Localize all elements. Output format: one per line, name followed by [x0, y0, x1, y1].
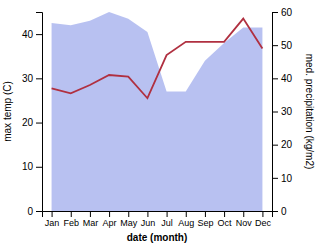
- tick-label: Sep: [197, 218, 213, 228]
- tick-mark: [186, 211, 187, 217]
- axis-line: [273, 13, 279, 212]
- tick: 20: [272, 139, 293, 150]
- area: [52, 12, 263, 211]
- tick-label: 40: [22, 29, 34, 40]
- tick-label: 10: [22, 161, 34, 172]
- tick: 10: [22, 161, 42, 172]
- tick-mark: [36, 211, 42, 212]
- tick-label: 30: [22, 73, 34, 84]
- tick: 60: [272, 7, 293, 18]
- tick: 20: [22, 117, 42, 128]
- tick-label: Mar: [83, 218, 99, 228]
- tick-label: 10: [281, 173, 293, 184]
- tick: Sep: [197, 211, 213, 228]
- tick-mark: [71, 211, 72, 217]
- tick-mark: [52, 211, 53, 217]
- tick-mark: [272, 112, 278, 113]
- tick-label: 20: [22, 117, 34, 128]
- tick-mark: [205, 211, 206, 217]
- tick-label: 50: [281, 40, 293, 51]
- tick-mark: [109, 211, 110, 217]
- plot: JanFeb Mar AprMayJun Jul AugSep OctNovDec 0 10 2…: [2, 7, 315, 243]
- tick-label: May: [120, 218, 138, 228]
- tick: 40: [272, 73, 293, 84]
- tick-mark: [272, 12, 278, 13]
- axis-line: [36, 13, 43, 212]
- tick: 40: [22, 29, 42, 40]
- tick-label: 30: [281, 106, 293, 117]
- tick-label: Jun: [141, 218, 156, 228]
- tick-label: Jul: [161, 218, 173, 228]
- tick-label: 40: [281, 73, 293, 84]
- tick-mark: [272, 145, 278, 146]
- tick-label: Feb: [63, 218, 79, 228]
- tick-label: Dec: [255, 218, 272, 228]
- y-axis-title: max temp (C): [2, 81, 13, 142]
- tick-label: 20: [281, 139, 293, 150]
- tick-mark: [272, 178, 278, 179]
- tick-label: 0: [27, 206, 33, 217]
- tick-label: Jan: [45, 218, 60, 228]
- tick: 30: [272, 106, 293, 117]
- tick-mark: [243, 211, 244, 217]
- tick: 10: [272, 173, 293, 184]
- tick: Mar: [83, 211, 99, 228]
- tick: 0: [27, 206, 42, 217]
- tick: Nov: [236, 211, 253, 228]
- tick-mark: [272, 45, 278, 46]
- tick: Aug: [178, 211, 194, 228]
- tick-mark: [36, 78, 42, 79]
- tick-mark: [36, 167, 42, 168]
- tick-mark: [272, 211, 278, 212]
- tick: Apr: [103, 211, 117, 228]
- tick-label: 0: [281, 206, 287, 217]
- tick-label: Apr: [103, 218, 117, 228]
- tick-mark: [262, 211, 263, 217]
- chart: JanFeb Mar AprMayJun Jul AugSep OctNovDec 0 10 2…: [0, 0, 318, 247]
- y2-axis: 0 10 20 30 40 50 60: [272, 7, 293, 217]
- tick-label: Aug: [178, 218, 194, 228]
- tick-label: Nov: [236, 218, 253, 228]
- marks: [52, 12, 263, 211]
- tick: 30: [22, 73, 42, 84]
- axis-line: [43, 212, 273, 218]
- tick-label: 60: [281, 7, 293, 18]
- tick: Feb: [63, 211, 79, 228]
- tick: 0: [272, 206, 287, 217]
- y2-axis-title: med. precipitation (kg/m2): [304, 54, 315, 170]
- tick-mark: [224, 211, 225, 217]
- line: [52, 19, 263, 99]
- tick: Jan: [45, 211, 60, 228]
- y-axis: 0 10 20 30 40: [22, 13, 43, 217]
- tick: 50: [272, 40, 293, 51]
- x-axis: JanFeb Mar AprMayJun Jul AugSep OctNovDec: [43, 211, 273, 228]
- tick: Oct: [218, 211, 233, 228]
- tick-label: Oct: [218, 218, 233, 228]
- tick-mark: [167, 211, 168, 217]
- x-axis-title: date (month): [127, 232, 188, 243]
- tick: Jul: [161, 211, 173, 228]
- tick-mark: [36, 34, 42, 35]
- tick: Jun: [141, 211, 156, 228]
- tick-mark: [36, 123, 42, 124]
- tick: Dec: [255, 211, 272, 228]
- tick-mark: [272, 78, 278, 79]
- tick-mark: [128, 211, 129, 217]
- tick-mark: [90, 211, 91, 217]
- tick-mark: [147, 211, 148, 217]
- tick: May: [120, 211, 138, 228]
